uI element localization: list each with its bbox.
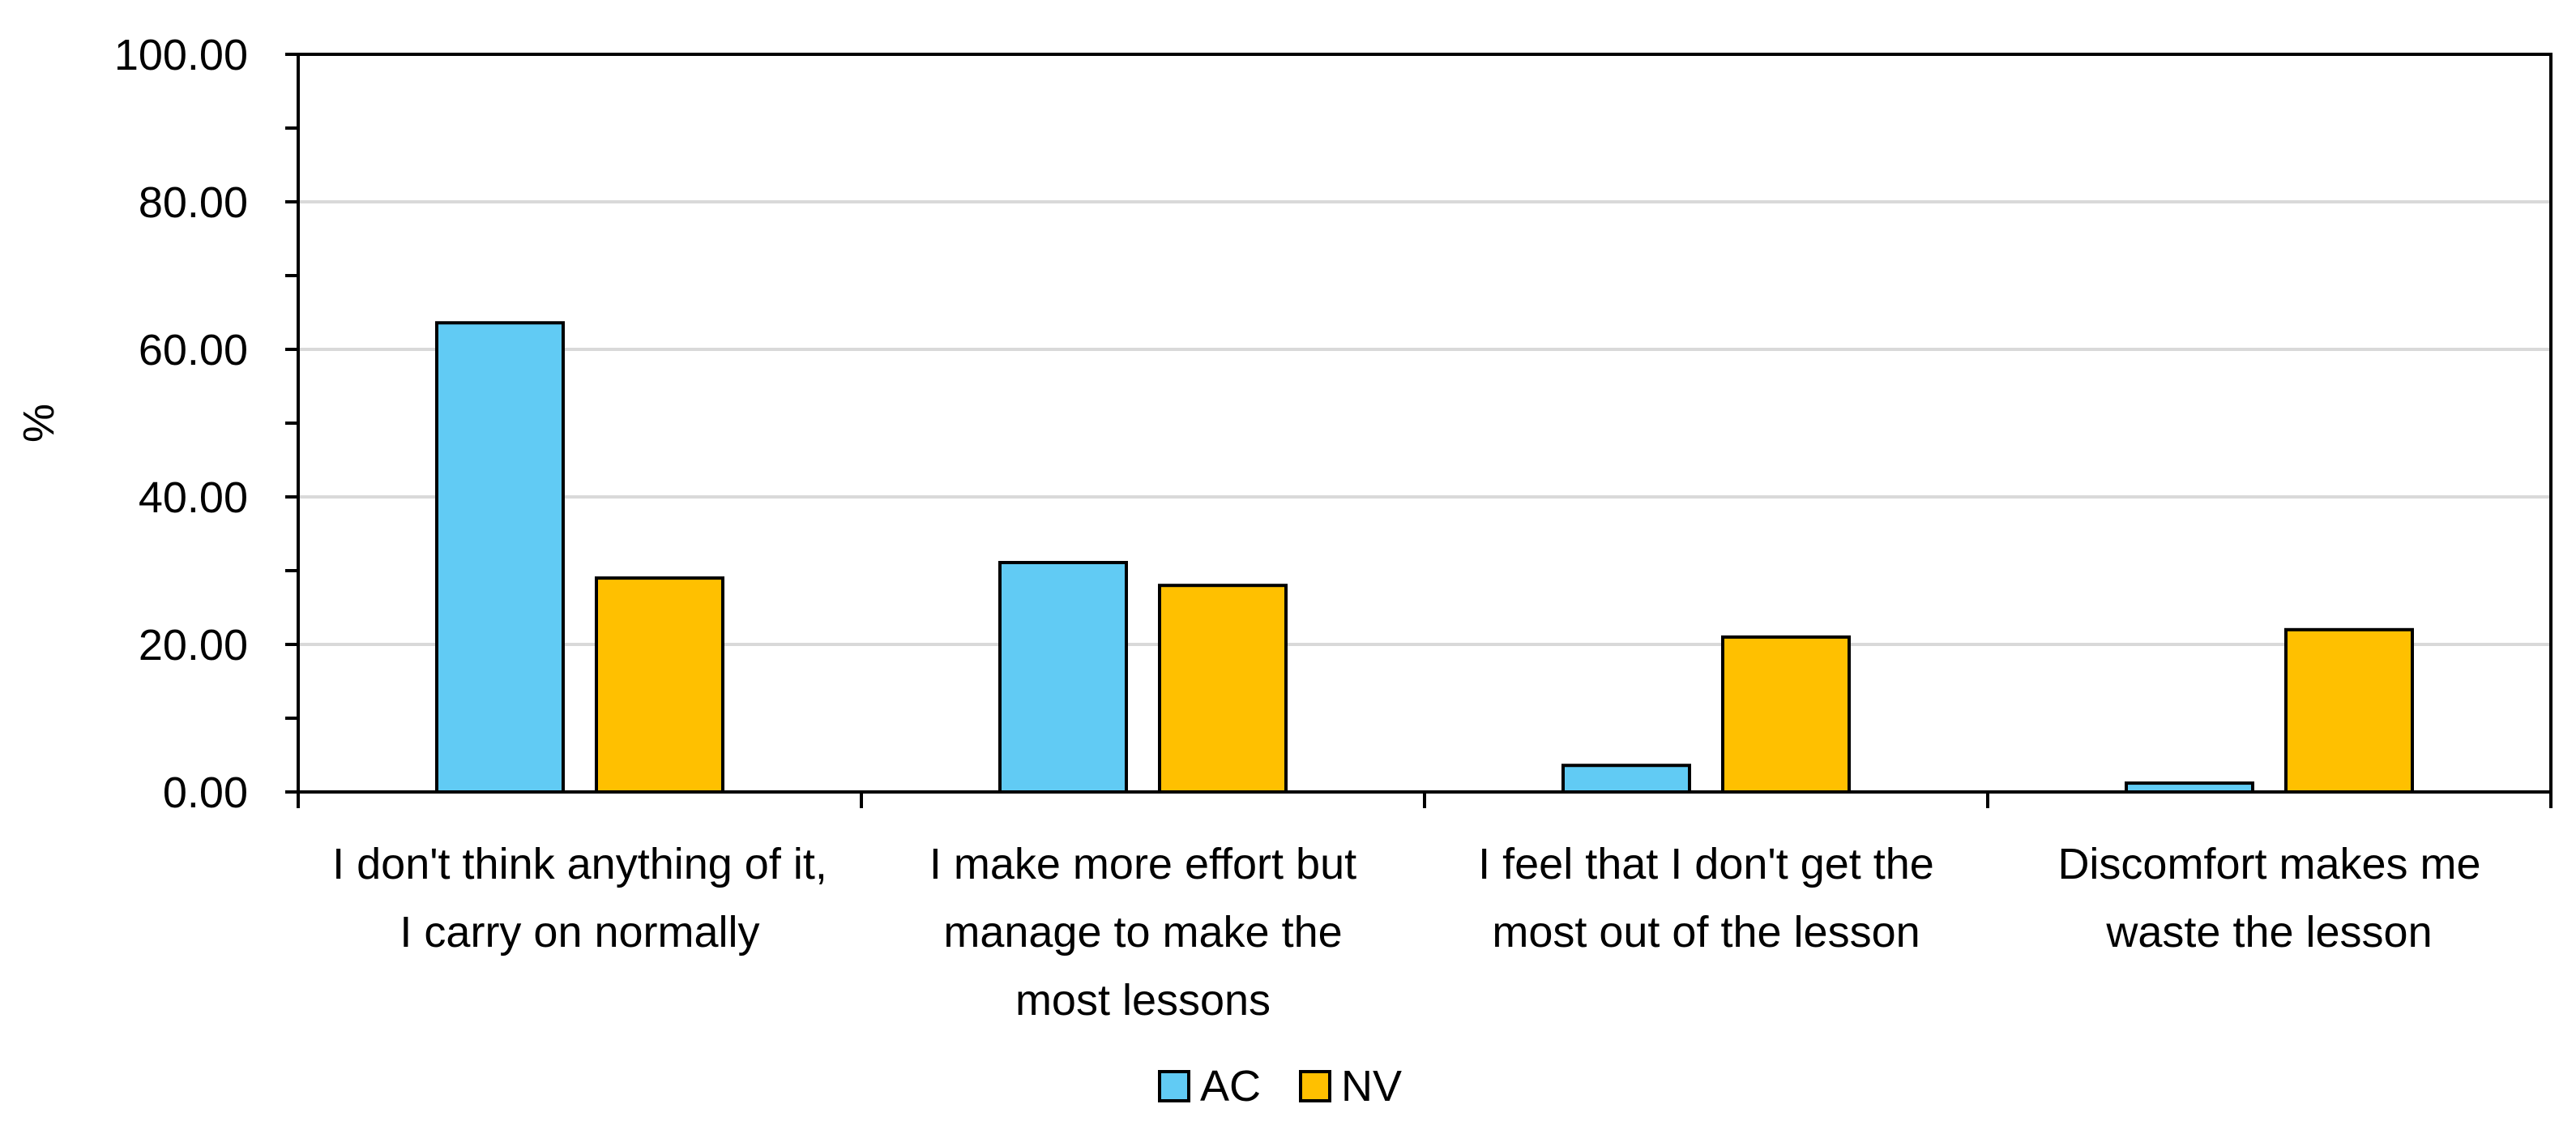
legend-swatch-ac <box>1158 1070 1190 1102</box>
y-tick-label-20.00: 20.00 <box>139 621 248 670</box>
bar-ac-1 <box>435 321 565 794</box>
bar-nv-1 <box>595 576 724 794</box>
bar-nv-2 <box>1158 584 1288 794</box>
x-category-label-line: Discomfort makes me <box>2057 840 2480 888</box>
x-category-label-line: I don't think anything of it, <box>332 840 827 888</box>
x-category-label-line: waste the lesson <box>2105 908 2432 957</box>
bar-ac-2 <box>998 560 1128 794</box>
axes <box>285 53 2553 808</box>
x-category-label-line: most out of the lesson <box>1492 908 1920 957</box>
y-tick-label-0.00: 0.00 <box>163 768 248 817</box>
x-category-label-line: manage to make the <box>943 908 1342 957</box>
legend-swatch-nv <box>1299 1070 1331 1102</box>
legend-label-nv: NV <box>1341 1062 1402 1111</box>
y-tick-label-60.00: 60.00 <box>139 326 248 374</box>
bar-ac-3 <box>1561 764 1691 794</box>
x-category-label-1: I don't think anything of it, I carry on … <box>332 840 827 957</box>
bar-nv-4 <box>2284 627 2414 794</box>
x-category-label-line: I feel that I don't get the <box>1478 840 1934 888</box>
labels: 0.00 20.00 40.00 60.00 80.00 100.00 I don't th… <box>114 31 2481 1025</box>
bar-nv-3 <box>1721 635 1851 794</box>
gridlines <box>298 200 2551 646</box>
bars <box>435 321 2414 794</box>
x-category-label-4: Discomfort makes me waste the lesson <box>2057 840 2480 957</box>
x-category-label-line: I carry on normally <box>399 908 759 957</box>
y-axis-title: % <box>15 404 63 443</box>
legend-label-ac: AC <box>1200 1062 1261 1111</box>
x-category-label-3: I feel that I don't get the most out of t… <box>1478 840 1934 957</box>
y-tick-label-80.00: 80.00 <box>139 178 248 227</box>
y-tick-label-40.00: 40.00 <box>139 473 248 522</box>
x-category-label-line: most lessons <box>1015 976 1271 1025</box>
legend: AC NV <box>1158 1062 1402 1111</box>
x-category-label-2: I make more effort but manage to make the… <box>929 840 1356 1025</box>
x-category-label-line: I make more effort but <box>929 840 1356 888</box>
y-tick-label-100.00: 100.00 <box>114 31 248 79</box>
